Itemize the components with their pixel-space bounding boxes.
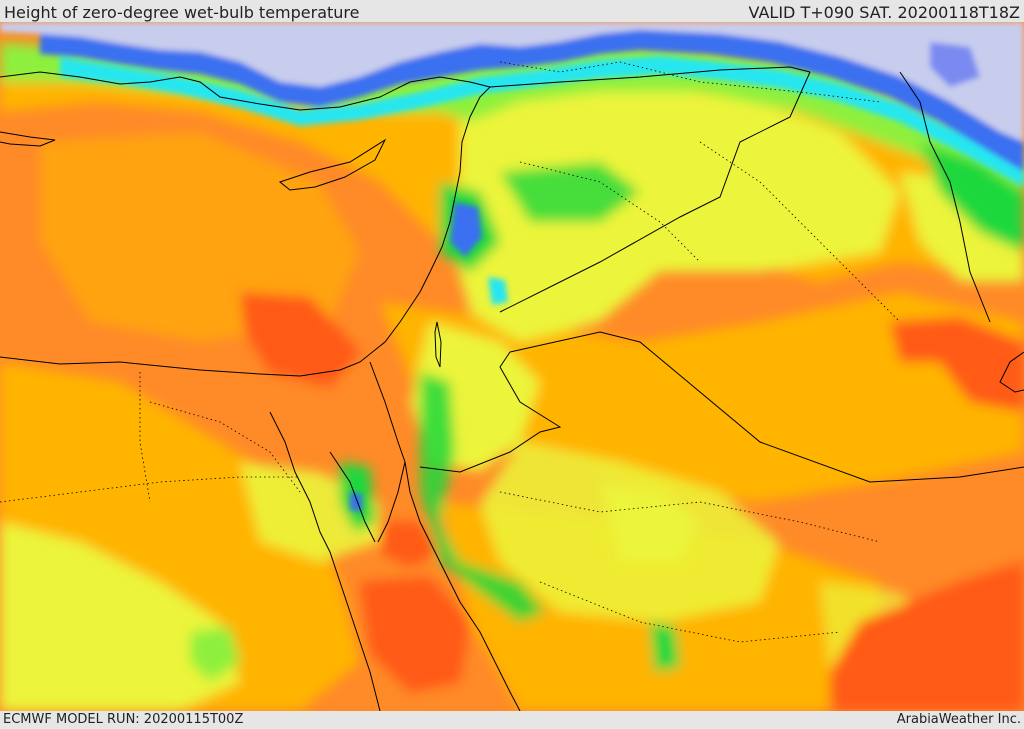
border-jordan-iraq: [509, 331, 1024, 483]
border-egypt-sudan: [0, 476, 300, 503]
field-lavender-north: [0, 22, 1024, 142]
field-red-redsea: [360, 577, 470, 692]
field-green-jordan-rift: [420, 372, 545, 622]
field-red-south: [830, 562, 1024, 711]
coastline-north-africa: [0, 291, 421, 377]
footer-bar: ECMWF MODEL RUN: 20200115T00Z ArabiaWeat…: [0, 711, 1024, 729]
field-yellow-egypt: [0, 522, 240, 711]
field-green-egypt: [190, 627, 240, 682]
coastline-gulf-suez: [329, 451, 376, 543]
border-syria-provinces: [519, 161, 701, 263]
coastline-persian-gulf: [999, 351, 1024, 393]
field-green-syria: [500, 162, 640, 222]
field-red-iraq: [890, 317, 1024, 412]
border-saudi-provinces: [499, 491, 881, 543]
coastline-gulf-aqaba: [377, 461, 406, 543]
border-syria-turkey: [489, 66, 811, 88]
map-boundaries: [0, 66, 1024, 711]
credit-label: ArabiaWeather Inc.: [896, 712, 1021, 727]
field-yellow-levant: [450, 82, 900, 342]
field-cyan-jordan: [488, 277, 508, 305]
coastline-cyprus: [278, 138, 387, 191]
border-syria-iraq: [499, 71, 811, 313]
coastline-red-sea-west: [269, 411, 381, 711]
field-yellow-misc: [600, 482, 700, 562]
border-turkey-provinces: [499, 61, 881, 103]
field-green-east: [920, 142, 1024, 252]
field-blue-lebanon: [450, 202, 482, 257]
field-red-nile: [240, 292, 360, 387]
border-egypt-libya: [139, 372, 151, 503]
header-bar: Height of zero-degree wet-bulb temperatu…: [0, 0, 1024, 22]
border-egypt-governorates: [149, 401, 301, 493]
field-cyan-fringe: [60, 56, 1024, 187]
border-sinai: [369, 361, 406, 463]
border-iran-iraq: [899, 71, 991, 323]
map-title: Height of zero-degree wet-bulb temperatu…: [4, 3, 360, 22]
field-cold-core: [0, 22, 1024, 512]
field-red-gulf: [380, 522, 440, 567]
coastline-crete: [0, 131, 56, 147]
weather-map: [0, 22, 1024, 711]
model-run-label: ECMWF MODEL RUN: 20200115T00Z: [3, 712, 244, 727]
field-green-hejaz: [650, 622, 680, 672]
border-saudi-south: [539, 581, 841, 643]
coastline-dead-sea: [434, 321, 442, 368]
coastline-red-sea-east: [404, 461, 521, 711]
valid-time-label: VALID T+090 SAT. 20200118T18Z: [748, 3, 1020, 22]
coastline-levant: [419, 86, 491, 293]
coastline-turkey: [0, 71, 491, 111]
map-internal-borders: [0, 61, 901, 643]
field-lavender-caspian: [930, 42, 980, 87]
border-saudi-jordan: [419, 351, 562, 473]
field-blue-fringe: [40, 30, 1024, 172]
field-amber-mediterranean: [40, 132, 360, 342]
